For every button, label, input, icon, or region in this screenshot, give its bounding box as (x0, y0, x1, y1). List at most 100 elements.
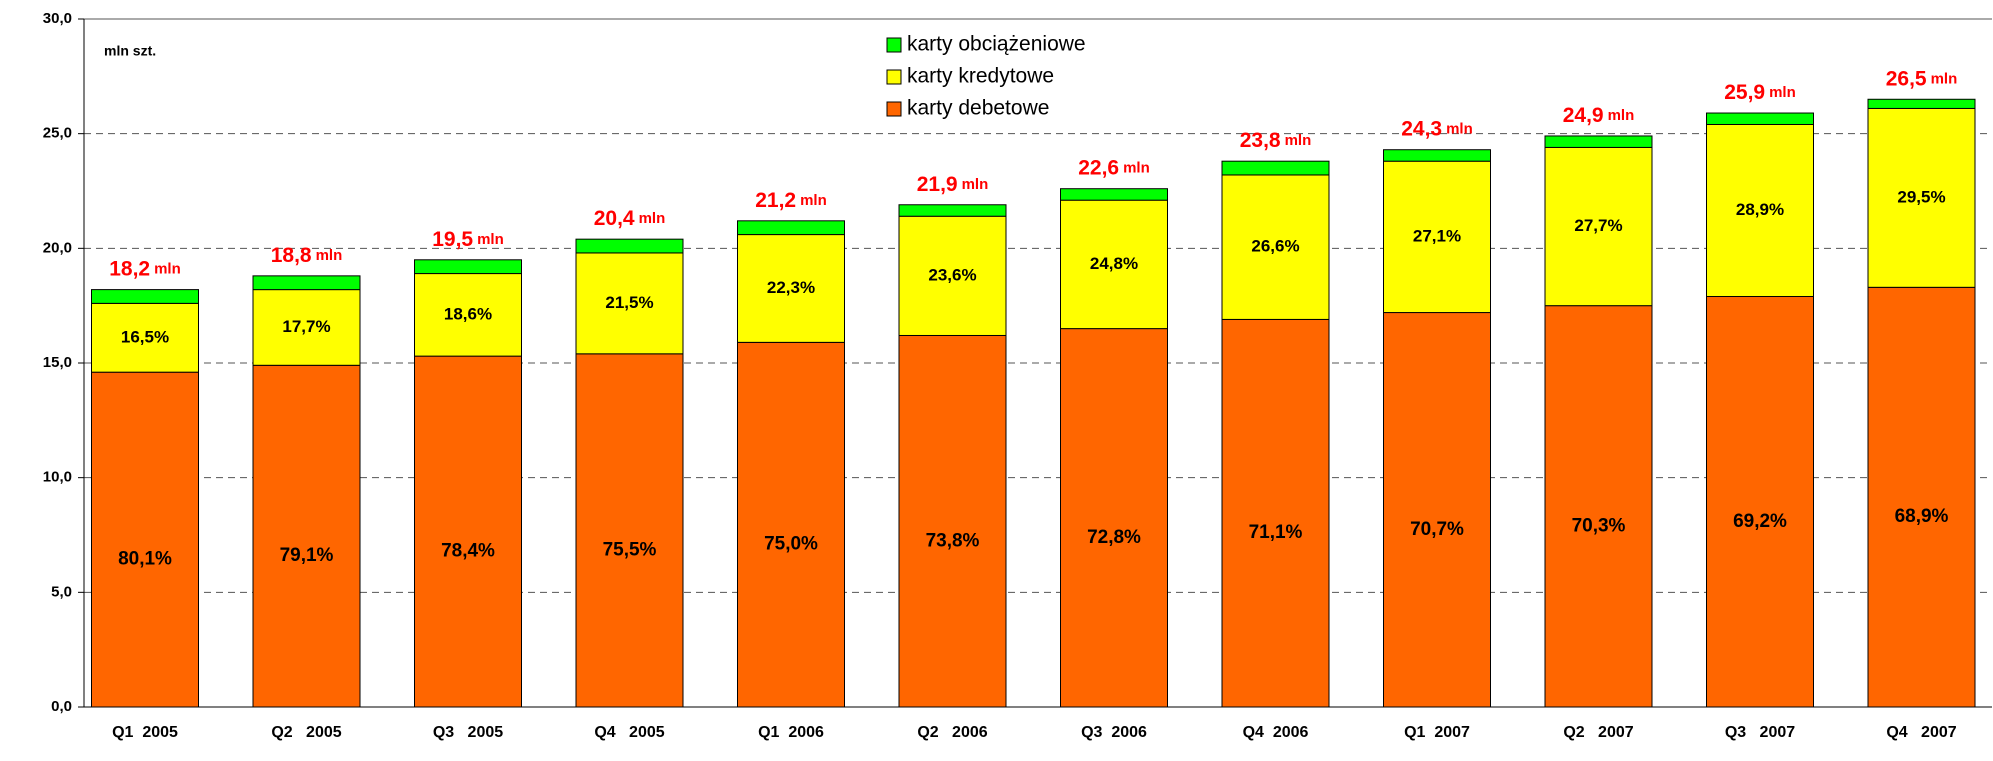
share-label: 73,8% (926, 530, 980, 551)
total-label: 18,8 mln (271, 243, 343, 266)
total-label: 20,4 mln (594, 207, 666, 230)
share-label: 78,4% (441, 541, 495, 562)
total-unit: mln (1285, 132, 1312, 149)
x-tick-label: Q2 2005 (271, 724, 341, 741)
total-label: 24,9 mln (1563, 104, 1635, 127)
total-value: 23,8 (1240, 129, 1281, 152)
share-label: 28,9% (1736, 200, 1784, 219)
bar-segment (575, 353, 684, 708)
x-tick-label: Q2 2006 (917, 724, 987, 741)
total-label: 19,5 mln (432, 227, 504, 250)
bar-segment (575, 252, 684, 355)
bar-segment (1706, 123, 1814, 297)
share-label: 71,1% (1249, 522, 1303, 543)
share-label: 27,1% (1413, 226, 1461, 245)
bar-segment (1221, 174, 1330, 320)
total-value: 26,5 (1886, 67, 1927, 90)
share-label: 17,7% (282, 317, 330, 336)
x-tick-label: Q1 2005 (112, 724, 178, 741)
x-tick-label: Q3 2006 (1081, 724, 1147, 741)
legend-swatch (886, 37, 902, 53)
y-tick-label: 25,0 (43, 125, 72, 142)
total-value: 21,2 (755, 188, 796, 211)
total-value: 18,8 (271, 243, 312, 266)
bar-segment (898, 204, 1007, 217)
share-label: 68,9% (1895, 506, 1949, 527)
bar-segment (737, 220, 845, 236)
total-value: 24,3 (1401, 117, 1442, 140)
bar-segment (1221, 318, 1330, 708)
total-label: 25,9 mln (1724, 81, 1796, 104)
bar-segment (414, 355, 522, 708)
total-value: 20,4 (594, 207, 635, 230)
total-value: 22,6 (1078, 156, 1119, 179)
x-tick-label: Q4 2007 (1886, 724, 1956, 741)
x-tick-label: Q4 2006 (1243, 724, 1309, 741)
total-value: 21,9 (917, 172, 958, 195)
bar-segment (1867, 286, 1976, 708)
total-label: 18,2 mln (109, 257, 181, 280)
y-tick-label: 5,0 (51, 583, 72, 600)
share-label: 18,6% (444, 304, 492, 323)
x-tick-label: Q1 2006 (758, 724, 824, 741)
total-label: 23,8 mln (1240, 129, 1312, 152)
total-unit: mln (1931, 70, 1958, 87)
bar-segment (91, 302, 199, 373)
unit-label: mln szt. (104, 43, 156, 59)
bar-segment (575, 238, 684, 254)
bar-segment (1221, 160, 1330, 176)
total-unit: mln (477, 231, 504, 248)
share-label: 72,8% (1087, 527, 1141, 548)
bar-segment (1544, 146, 1653, 307)
bar-segment (737, 341, 845, 708)
total-label: 21,2 mln (755, 188, 827, 211)
bar-segment (1383, 312, 1491, 708)
bar-segment (1383, 149, 1491, 162)
total-value: 18,2 (109, 257, 150, 280)
share-label: 27,7% (1574, 216, 1622, 235)
share-label: 21,5% (605, 293, 653, 312)
bar-segment (252, 364, 361, 708)
share-label: 24,8% (1090, 254, 1138, 273)
total-value: 25,9 (1724, 81, 1765, 104)
bar-segment (91, 371, 199, 708)
y-tick-label: 10,0 (43, 469, 72, 486)
bar-segment (91, 289, 199, 304)
share-label: 70,7% (1410, 519, 1464, 540)
bar-segment (1383, 160, 1491, 314)
share-label: 79,1% (280, 545, 334, 566)
x-tick-label: Q4 2005 (594, 724, 664, 741)
total-unit: mln (316, 247, 343, 264)
bar-segment (252, 289, 361, 366)
bar-segment (414, 273, 522, 357)
share-label: 16,5% (121, 327, 169, 346)
share-label: 80,1% (118, 549, 172, 570)
total-label: 24,3 mln (1401, 117, 1473, 140)
share-label: 75,0% (764, 534, 818, 555)
legend-label: karty obciążeniowe (907, 33, 1086, 56)
legend-label: karty kredytowe (907, 65, 1054, 88)
total-unit: mln (1769, 84, 1796, 101)
total-unit: mln (1446, 121, 1473, 138)
total-unit: mln (639, 210, 666, 227)
total-label: 26,5 mln (1886, 67, 1958, 90)
bar-segment (414, 259, 522, 275)
total-unit: mln (1608, 107, 1635, 124)
bar-segment (1544, 135, 1653, 148)
bar-segment (898, 215, 1007, 336)
bar-segment (1060, 188, 1168, 201)
share-label: 75,5% (603, 539, 657, 560)
share-label: 69,2% (1733, 511, 1787, 532)
bar-segment (1867, 107, 1976, 288)
share-label: 22,3% (767, 278, 815, 297)
bar-segment (252, 275, 361, 291)
share-label: 70,3% (1572, 515, 1626, 536)
total-unit: mln (800, 192, 827, 209)
total-label: 22,6 mln (1078, 156, 1150, 179)
total-unit: mln (962, 176, 989, 193)
bar-segment (1544, 305, 1653, 708)
bar-segment (898, 334, 1007, 708)
share-label: 26,6% (1251, 237, 1299, 256)
total-unit: mln (154, 261, 181, 278)
share-label: 23,6% (928, 265, 976, 284)
